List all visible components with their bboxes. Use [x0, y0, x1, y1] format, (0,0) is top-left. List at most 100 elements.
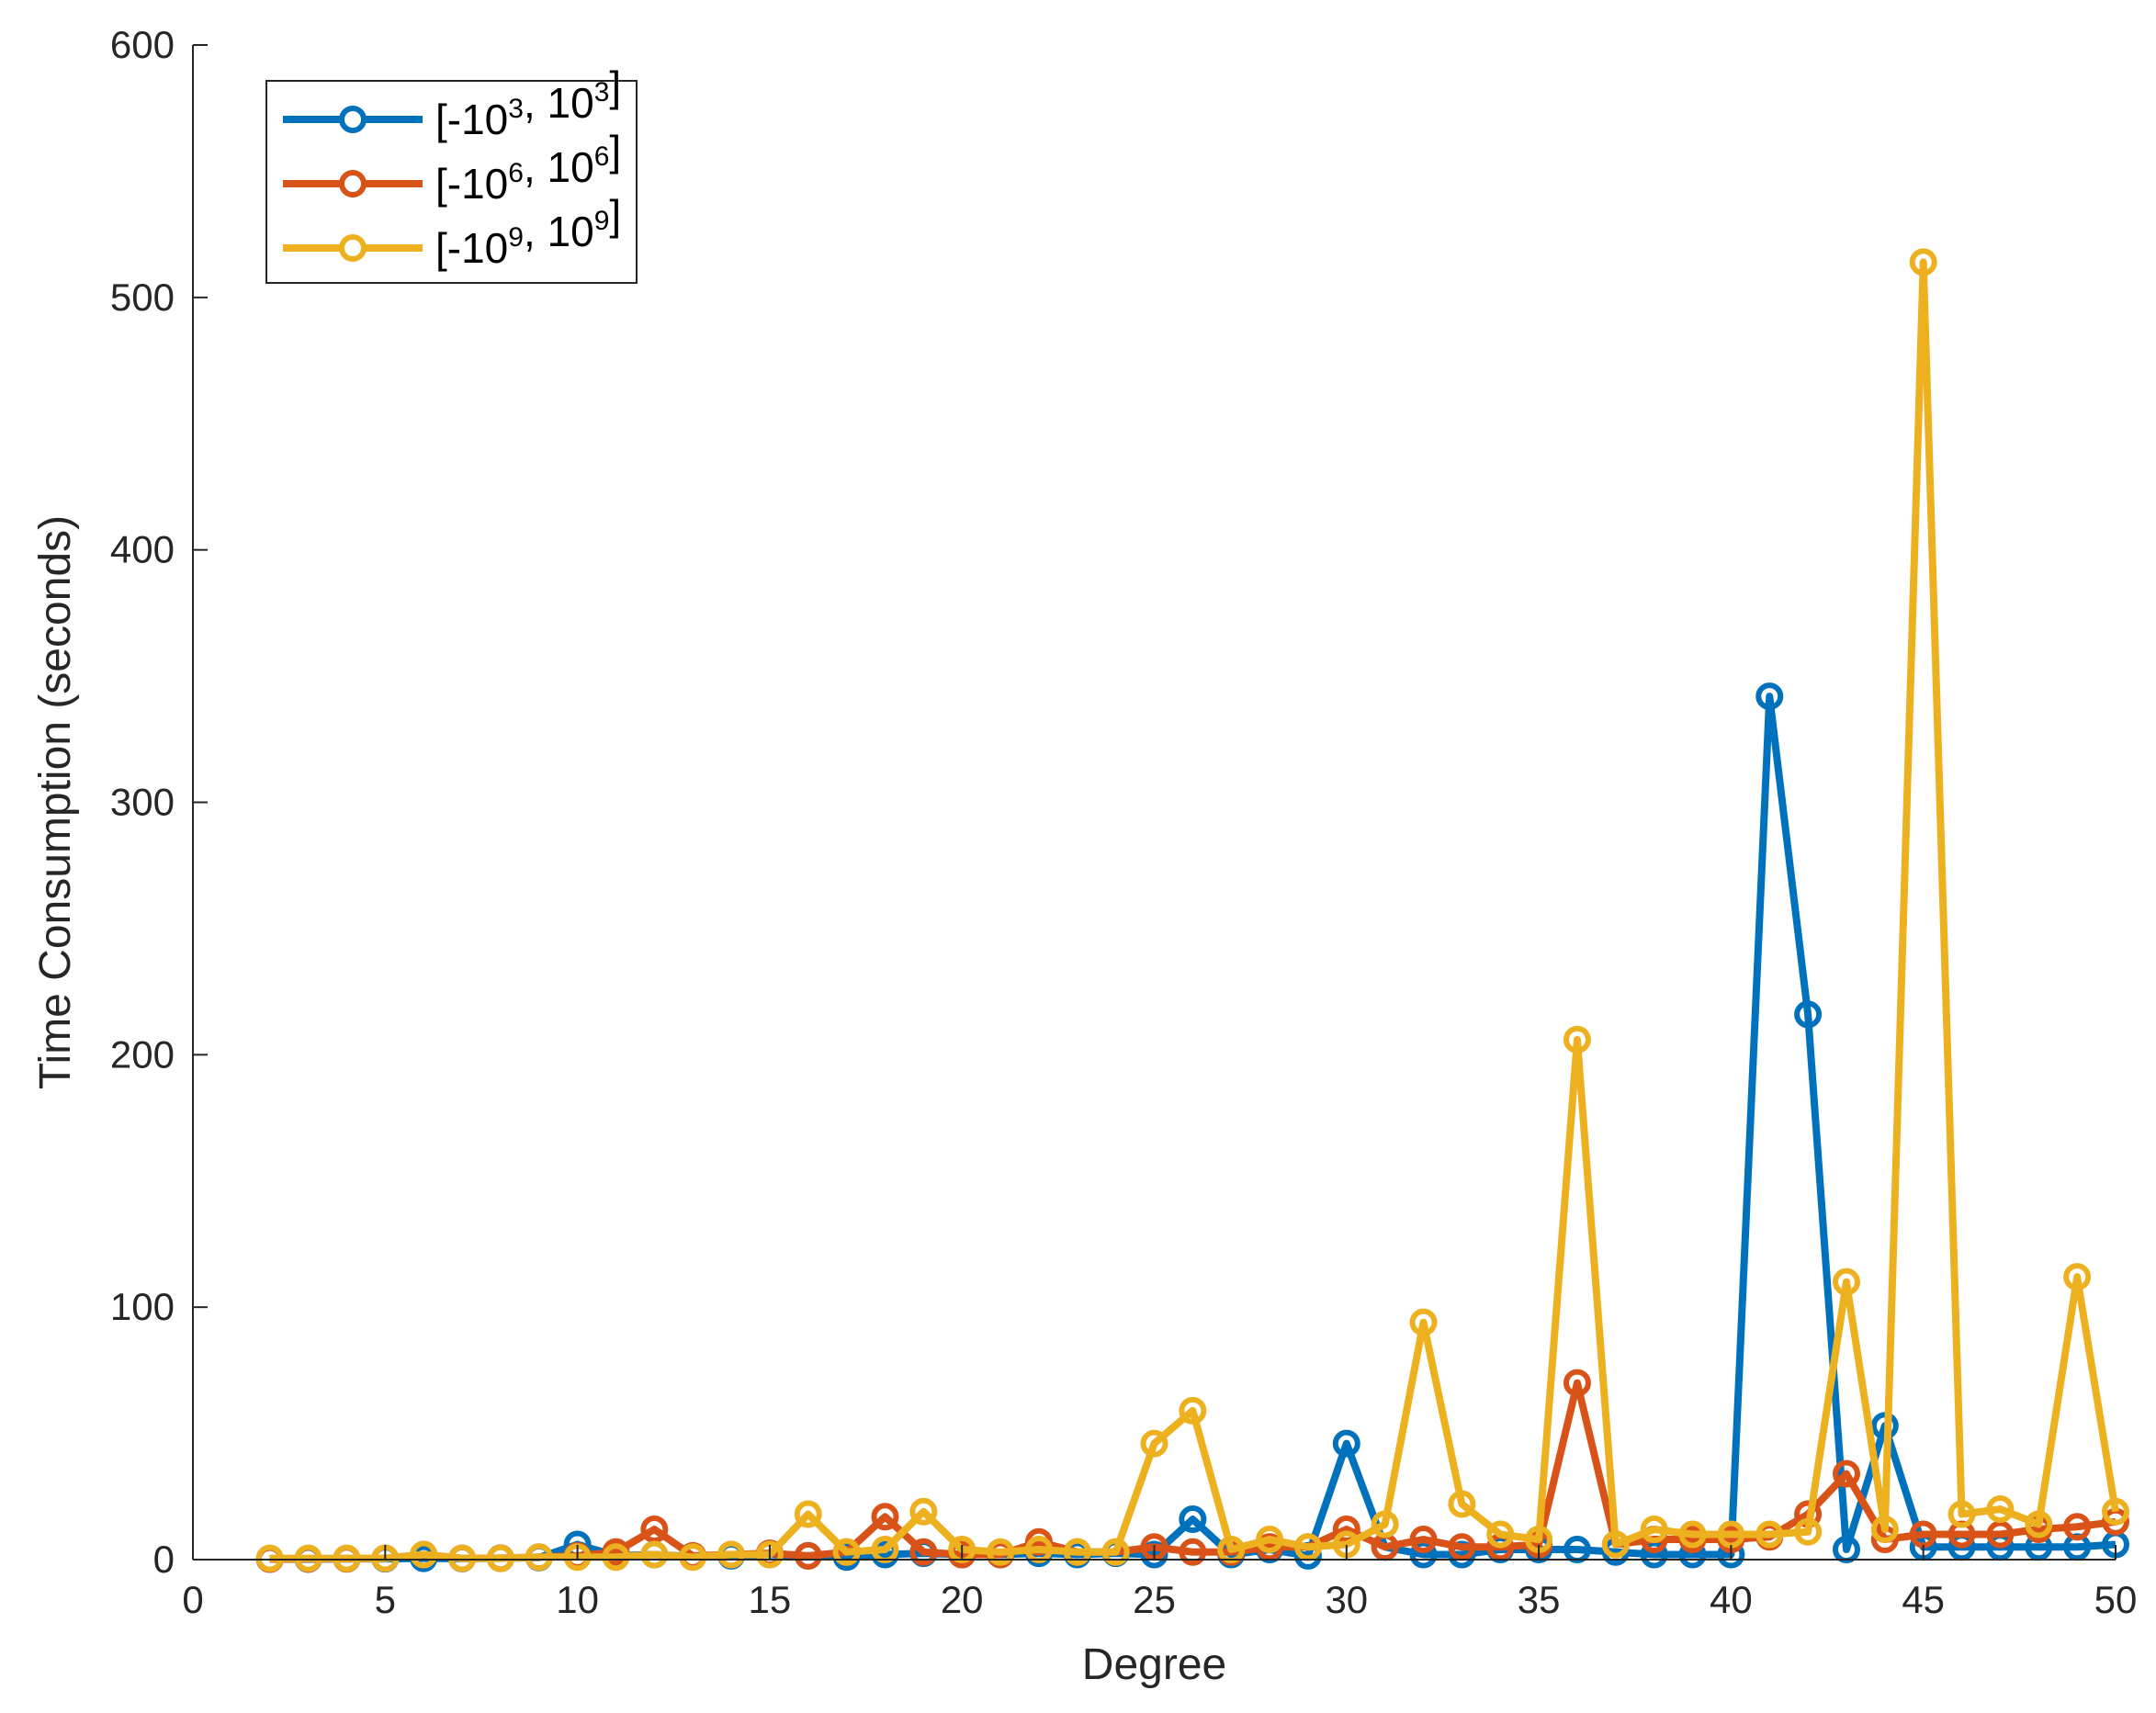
x-tick-label: 25 — [1133, 1578, 1176, 1621]
data-point — [1409, 1526, 1438, 1554]
data-point — [909, 1538, 938, 1566]
legend-label: [-106, 106] — [435, 127, 621, 208]
legend-item: [-109, 109] — [283, 191, 621, 272]
data-point — [2063, 1263, 2092, 1291]
legend-label: [-109, 109] — [435, 191, 621, 272]
legend-label-text: , 10 — [524, 208, 594, 255]
data-point — [255, 1544, 284, 1572]
data-point — [1563, 1025, 1591, 1054]
legend-label-exponent: 6 — [508, 158, 524, 188]
x-tick-label: 5 — [375, 1578, 396, 1621]
data-point — [1909, 1520, 1937, 1549]
legend-label-text: [-10 — [435, 96, 508, 143]
data-point — [1909, 248, 1937, 276]
data-point — [1409, 1308, 1438, 1336]
legend-item: [-106, 106] — [283, 127, 621, 208]
data-point — [1794, 1000, 1823, 1029]
x-tick-label: 40 — [1710, 1578, 1753, 1621]
x-tick-label: 20 — [941, 1578, 984, 1621]
y-tick-label: 200 — [110, 1032, 175, 1076]
data-point — [755, 1540, 784, 1569]
data-point — [2025, 1510, 2053, 1538]
data-point — [909, 1497, 938, 1526]
legend-item: [-103, 103] — [283, 62, 621, 143]
data-point — [1870, 1516, 1899, 1544]
data-point — [948, 1536, 976, 1564]
data-point — [1371, 1533, 1399, 1561]
y-tick-label: 100 — [110, 1285, 175, 1328]
data-point — [1947, 1500, 1976, 1528]
data-point — [486, 1544, 514, 1572]
data-point — [1832, 1459, 1860, 1488]
data-point — [1179, 1505, 1207, 1534]
data-point — [2102, 1497, 2129, 1526]
x-tick-label: 15 — [749, 1578, 792, 1621]
data-point — [1371, 1510, 1399, 1538]
legend-label-text: , 10 — [524, 143, 594, 191]
x-tick-label: 45 — [1902, 1578, 1945, 1621]
data-point — [987, 1538, 1015, 1566]
data-point — [294, 1544, 322, 1572]
data-point — [1832, 1268, 1860, 1296]
data-point — [448, 1544, 477, 1572]
data-point — [1101, 1538, 1130, 1566]
x-tick-label: 35 — [1518, 1578, 1561, 1621]
x-tick-label: 30 — [1325, 1578, 1368, 1621]
legend-label-exponent: 3 — [508, 94, 524, 124]
data-point — [640, 1516, 669, 1544]
y-tick-label: 400 — [110, 528, 175, 571]
data-point — [602, 1543, 630, 1572]
data-point — [1293, 1533, 1322, 1561]
data-point — [1448, 1490, 1476, 1518]
x-tick-label: 0 — [182, 1578, 203, 1621]
data-point — [1140, 1429, 1168, 1458]
legend-label-text: ] — [609, 62, 621, 110]
data-point — [1332, 1429, 1360, 1458]
data-point — [1640, 1516, 1668, 1544]
data-point — [794, 1541, 822, 1570]
data-point — [1755, 682, 1784, 711]
y-ticks: 0 100 200 300 400 500 600 — [110, 23, 208, 1581]
data-point — [1563, 1369, 1591, 1397]
data-point — [794, 1500, 822, 1528]
legend-label-text: ] — [609, 127, 621, 175]
data-point — [717, 1540, 746, 1569]
data-point — [1179, 1396, 1207, 1425]
data-point — [1601, 1530, 1630, 1559]
legend-label: [-103, 103] — [435, 62, 621, 143]
data-point — [1640, 1540, 1668, 1569]
data-point — [333, 1544, 361, 1572]
series-3 — [255, 248, 2129, 1572]
data-point — [525, 1543, 553, 1572]
data-point — [2063, 1513, 2092, 1541]
data-point — [1755, 1520, 1784, 1549]
legend-marker — [339, 234, 367, 262]
data-point — [640, 1540, 669, 1569]
data-point — [871, 1503, 899, 1531]
legend-label-text: [-10 — [435, 160, 508, 208]
legend-label-text: [-10 — [435, 224, 508, 272]
data-point — [1794, 1517, 1823, 1546]
data-point — [1563, 1536, 1591, 1564]
legend-label-text: , 10 — [524, 79, 594, 127]
x-tick-label: 50 — [2094, 1578, 2138, 1621]
x-ticks: 0 5 10 15 20 25 30 35 40 45 50 — [182, 1545, 2137, 1621]
data-point — [1717, 1520, 1745, 1549]
legend-label-exponent: 3 — [594, 77, 610, 107]
legend-label-text: ] — [609, 191, 621, 239]
data-point — [1448, 1533, 1476, 1561]
legend-marker — [339, 170, 367, 197]
data-point — [871, 1536, 899, 1564]
data-point — [1486, 1520, 1515, 1549]
x-axis-title: Degree — [1082, 1640, 1226, 1689]
y-tick-label: 600 — [110, 23, 175, 66]
data-point — [1409, 1540, 1438, 1569]
data-point — [1832, 1536, 1860, 1564]
data-point — [410, 1540, 438, 1569]
data-point — [1678, 1520, 1707, 1549]
y-tick-label: 0 — [153, 1538, 175, 1581]
data-point — [1024, 1536, 1053, 1564]
data-point — [1986, 1495, 2015, 1524]
legend-marker — [339, 106, 367, 133]
